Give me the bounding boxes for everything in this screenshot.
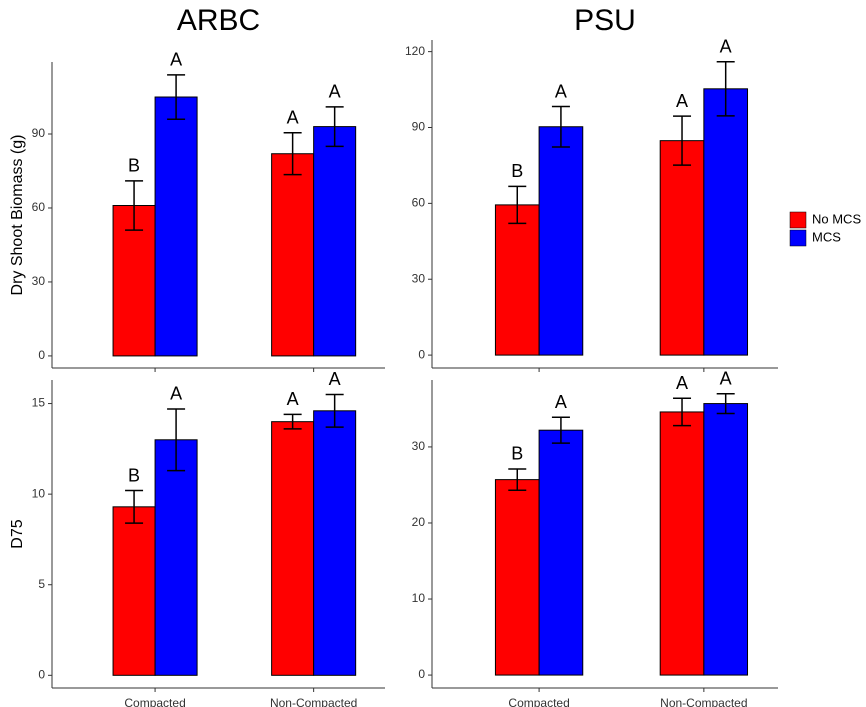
bar — [538, 429, 584, 676]
y-tick-label: 0 — [38, 348, 45, 362]
bar — [154, 96, 198, 357]
y-tick-label: 60 — [412, 196, 426, 210]
significance-letter: B — [128, 465, 140, 485]
y-tick-label: 30 — [32, 274, 46, 288]
legend-swatch — [789, 229, 807, 247]
legend-label: No MCS — [812, 211, 861, 226]
significance-letter: A — [720, 368, 732, 388]
y-tick-label: 30 — [412, 439, 426, 453]
bar — [154, 439, 198, 676]
bar — [271, 421, 315, 676]
x-tick-label: Non-Compacted — [660, 696, 747, 707]
y-axis-label: Dry Shoot Biomass (g) — [9, 135, 26, 296]
y-tick-label: 20 — [412, 515, 426, 529]
bar — [271, 153, 315, 357]
significance-letter: B — [511, 161, 523, 181]
panel-title: ARBC — [177, 4, 260, 37]
x-tick-label: Compacted — [508, 696, 569, 707]
significance-letter: A — [720, 36, 732, 56]
y-tick-label: 90 — [32, 126, 46, 140]
significance-letter: A — [329, 369, 341, 389]
bar — [494, 479, 540, 676]
significance-letter: A — [555, 81, 567, 101]
x-tick-label: Non-Compacted — [270, 696, 357, 707]
significance-letter: A — [676, 373, 688, 393]
y-tick-label: 0 — [418, 347, 425, 361]
y-tick-label: 0 — [38, 667, 45, 681]
bar — [703, 403, 749, 676]
y-tick-label: 60 — [32, 200, 46, 214]
significance-letter: A — [329, 82, 341, 102]
y-tick-label: 120 — [405, 44, 425, 58]
x-tick-label: Compacted — [124, 696, 185, 707]
legend-label: MCS — [812, 229, 841, 244]
y-axis-label: D75 — [9, 519, 26, 548]
significance-letter: A — [287, 389, 299, 409]
significance-letter: B — [511, 444, 523, 464]
bar — [659, 411, 705, 676]
y-tick-label: 5 — [38, 577, 45, 591]
legend-swatch — [789, 211, 807, 229]
significance-letter: A — [555, 392, 567, 412]
significance-letter: A — [287, 108, 299, 128]
y-tick-label: 10 — [412, 591, 426, 605]
significance-letter: B — [128, 156, 140, 176]
y-tick-label: 90 — [412, 120, 426, 134]
bar — [703, 88, 749, 356]
significance-letter: A — [676, 91, 688, 111]
bar — [313, 126, 357, 357]
bar — [494, 204, 540, 356]
significance-letter: A — [170, 384, 182, 404]
significance-letter: A — [170, 50, 182, 70]
bar — [313, 410, 357, 676]
y-tick-label: 15 — [32, 396, 46, 410]
y-tick-label: 10 — [32, 486, 46, 500]
bar — [659, 140, 705, 356]
bar — [112, 506, 156, 676]
y-tick-label: 30 — [412, 271, 426, 285]
y-tick-label: 0 — [418, 667, 425, 681]
panel-title: PSU — [574, 4, 636, 37]
bar — [538, 126, 584, 356]
